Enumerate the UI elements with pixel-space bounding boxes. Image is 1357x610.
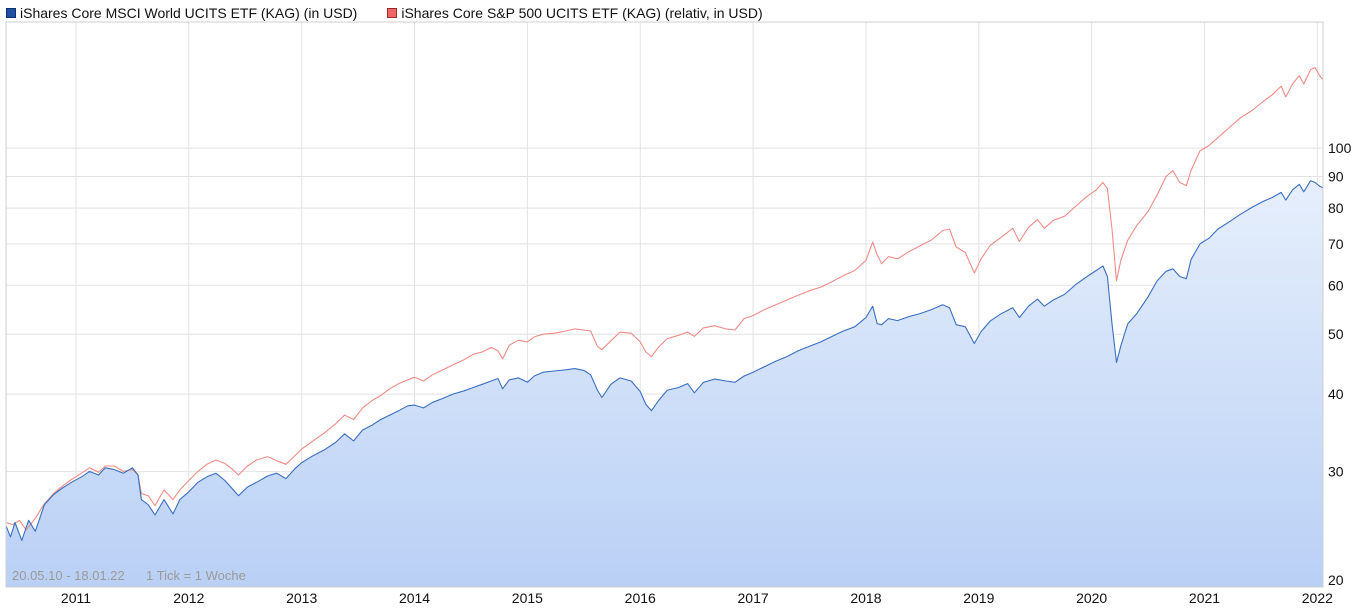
y-tick-label: 80	[1328, 200, 1344, 216]
x-tick-label: 2018	[850, 590, 881, 606]
tick-interval-label: 1 Tick = 1 Woche	[146, 568, 246, 583]
chart-legend: iShares Core MSCI World UCITS ETF (KAG) …	[6, 5, 793, 21]
y-tick-label: 100	[1328, 140, 1352, 156]
plot-border	[5, 21, 1324, 588]
x-tick-label: 2012	[173, 590, 204, 606]
y-tick-label: 60	[1328, 277, 1344, 293]
x-tick-label: 2013	[286, 590, 317, 606]
legend-item-sp500[interactable]: iShares Core S&P 500 UCITS ETF (KAG) (re…	[387, 5, 763, 21]
y-tick-label: 90	[1328, 168, 1344, 184]
x-tick-label: 2014	[399, 590, 430, 606]
x-tick-label: 2016	[625, 590, 656, 606]
x-tick-label: 2015	[512, 590, 543, 606]
x-tick-label: 2011	[61, 590, 91, 606]
x-tick-label: 2017	[738, 590, 769, 606]
legend-label-sp500: iShares Core S&P 500 UCITS ETF (KAG) (re…	[401, 5, 763, 21]
y-tick-label: 30	[1328, 463, 1344, 479]
series-lines	[5, 67, 1324, 541]
plot-frame	[5, 21, 1324, 588]
sp500-line	[5, 67, 1324, 531]
x-tick-label: 2020	[1076, 590, 1107, 606]
x-tick-label: 2022	[1302, 590, 1333, 606]
msci-world-line	[5, 180, 1324, 541]
y-tick-label: 70	[1328, 236, 1344, 252]
msci-world-area	[6, 180, 1323, 587]
legend-swatch-sp500	[387, 8, 398, 18]
x-tick-label: 2019	[963, 590, 994, 606]
x-axis: 2011 2012 2013 2014 2015 2016 2017 2018 2019 2020…	[61, 590, 1333, 606]
y-axis: 20 30 40 50 60 70 80 90 100	[1328, 140, 1352, 588]
date-range-label: 20.05.10 - 18.01.22	[12, 568, 125, 583]
legend-swatch-msci-world	[6, 8, 16, 18]
x-tick-label: 2021	[1189, 590, 1220, 606]
legend-label-msci-world: iShares Core MSCI World UCITS ETF (KAG) …	[20, 5, 358, 21]
y-tick-label: 20	[1328, 572, 1344, 588]
legend-item-msci-world[interactable]: iShares Core MSCI World UCITS ETF (KAG) …	[6, 5, 357, 21]
y-tick-label: 50	[1328, 326, 1344, 342]
plot-area	[6, 180, 1323, 587]
y-tick-label: 40	[1328, 386, 1344, 402]
